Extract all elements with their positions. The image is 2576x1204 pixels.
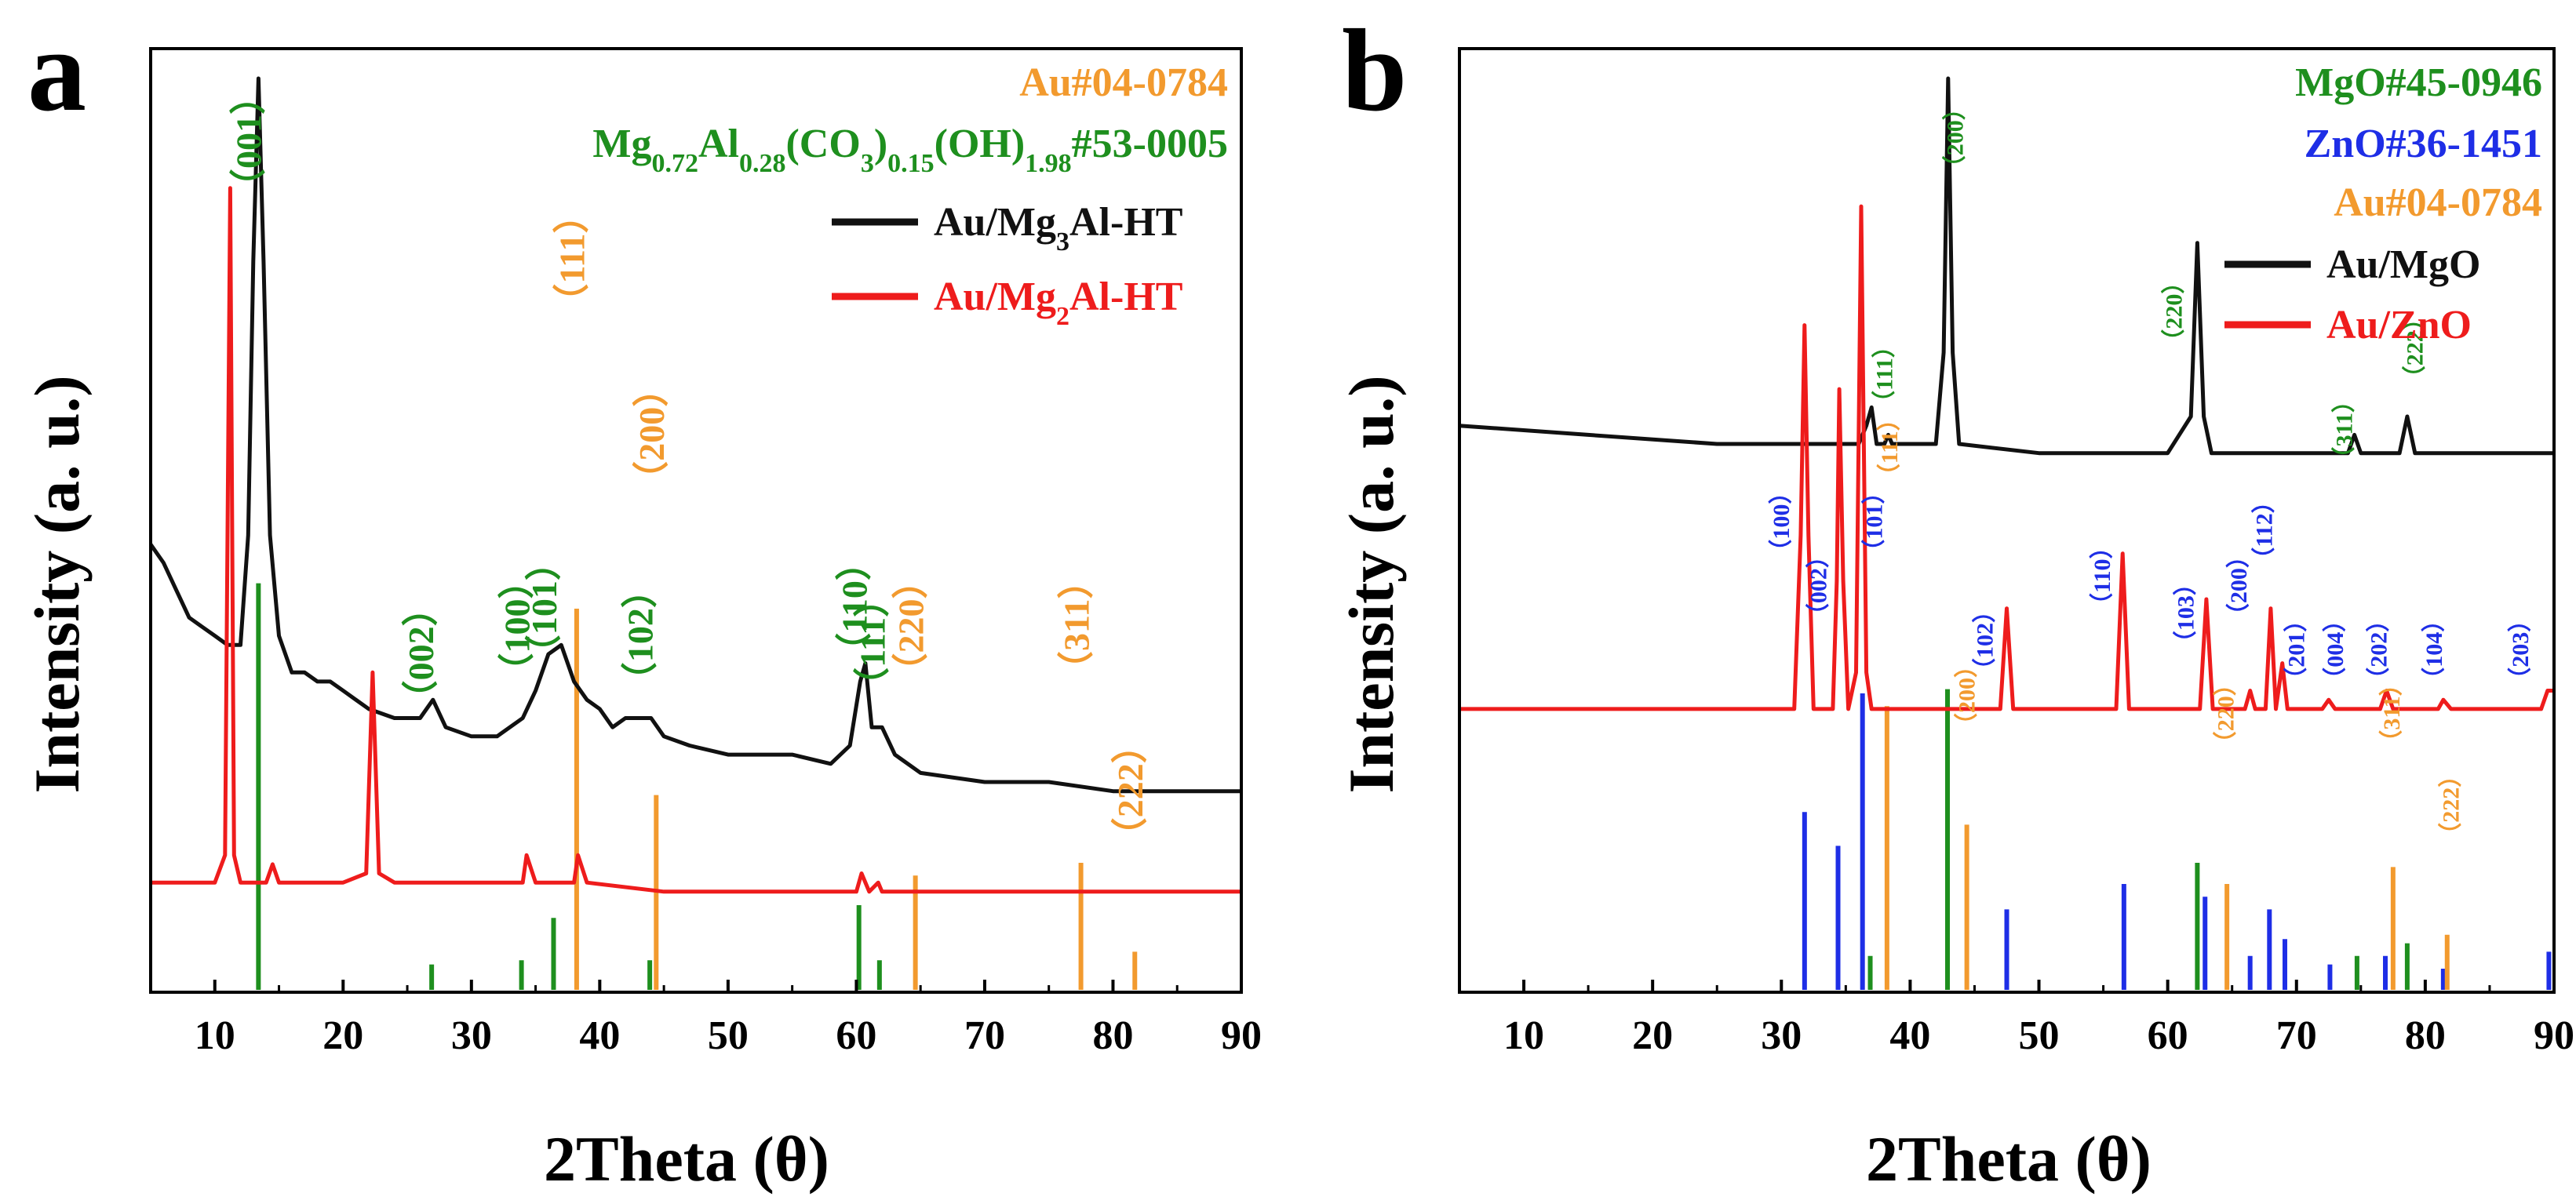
panel-a-series bbox=[148, 76, 1241, 894]
panel-a-hkl-label-2: （100） bbox=[497, 563, 537, 689]
panel-b-x-tick-label-5: 60 bbox=[2148, 1013, 2188, 1058]
panel-b-x-tick-label-0: 10 bbox=[1503, 1013, 1544, 1058]
panel-b-hkl-labels: （200） （220） （111） （311） （222） （100） （002） （101）… bbox=[1768, 96, 2534, 846]
panel-b-x-axis-title: 2Theta (θ) bbox=[1866, 1123, 2152, 1195]
panel-a-hkl-label-10: （311） bbox=[1056, 563, 1096, 687]
panel-b-hkl-label-3: （311） bbox=[2330, 389, 2357, 470]
panel-a-x-tick-label-1: 20 bbox=[322, 1013, 363, 1058]
panel-a-hkl-label-5: （110） bbox=[835, 544, 875, 668]
panel-b-hkl-label-17: （203） bbox=[2507, 609, 2534, 691]
panel-b-hkl-label-8: （102） bbox=[1971, 599, 1998, 682]
panel-a-x-tick-label-5: 60 bbox=[836, 1013, 876, 1058]
panel-b-x-tick-label-3: 40 bbox=[1889, 1013, 1930, 1058]
panel-b-x-tick-label-7: 80 bbox=[2405, 1013, 2446, 1058]
panel-b-hkl-label-1: （220） bbox=[2161, 271, 2188, 353]
panel-a-x-ticks: 10 20 30 40 50 60 70 80 90 bbox=[149, 980, 1262, 1058]
panel-b-legend-zno-reference: ZnO#36-1451 bbox=[2305, 122, 2542, 166]
panel-b-hkl-label-10: （103） bbox=[2173, 572, 2199, 654]
panel-b-hkl-label-11: （200） bbox=[2225, 544, 2252, 627]
panel-a-x-tick-label-6: 70 bbox=[964, 1013, 1005, 1058]
panel-a-letter: a bbox=[27, 5, 86, 136]
panel-b-legend-au-reference: Au#04-0784 bbox=[2334, 180, 2542, 225]
panel-b-x-tick-label-2: 30 bbox=[1761, 1013, 1802, 1058]
panel-a-x-tick-label-8: 90 bbox=[1221, 1013, 1262, 1058]
panel-a-series-1-line bbox=[151, 186, 1241, 894]
panel-b-hkl-label-13: （201） bbox=[2283, 609, 2310, 691]
panel-b-y-axis-title: Intensity (a. u.) bbox=[1335, 375, 1407, 793]
panel-a-legend-au-reference: Au#04-0784 bbox=[1019, 60, 1228, 105]
panel-a-hkl-label-3: （101） bbox=[524, 544, 564, 671]
panel-a-x-tick-label-0: 10 bbox=[195, 1013, 235, 1058]
panel-a-x-tick-label-3: 40 bbox=[579, 1013, 620, 1058]
panel-b-hkl-label-19: （200） bbox=[1954, 654, 1980, 737]
panel-a-legend-au-mg2al-ht: Au/Mg2Al-HT bbox=[934, 275, 1182, 331]
panel-b-x-tick-label-1: 20 bbox=[1632, 1013, 1673, 1058]
panel-b-letter: b bbox=[1342, 5, 1407, 136]
panel-b-hkl-label-15: （202） bbox=[2366, 609, 2392, 691]
panel-a-x-axis-title: 2Theta (θ) bbox=[544, 1123, 829, 1195]
panel-b-hkl-label-16: （104） bbox=[2421, 609, 2447, 691]
panel-b-legend-au-zno: Au/ZnO bbox=[2326, 303, 2472, 347]
panel-b-legend-au-mgo: Au/MgO bbox=[2326, 242, 2480, 287]
panel-a-chart: a Intensity (a. u.) 2Theta (θ) （001） （002… bbox=[21, 5, 1262, 1195]
panel-b-reference-lines bbox=[1802, 689, 2552, 990]
panel-b-hkl-label-12: （112） bbox=[2251, 489, 2278, 570]
panel-a-legend: Au#04-0784 Mg0.72Al0.28(CO3)0.15(OH)1.98… bbox=[592, 60, 1228, 331]
panel-a-hkl-label-1: （002） bbox=[401, 590, 441, 716]
panel-b-hkl-label-9: （110） bbox=[2089, 536, 2115, 617]
panel-a-hkl-label-11: （222） bbox=[1110, 727, 1150, 853]
panel-b-series-1-line bbox=[1459, 204, 2554, 711]
panel-a-x-tick-label-7: 80 bbox=[1092, 1013, 1133, 1058]
panel-b-hkl-label-22: （222） bbox=[2438, 764, 2465, 846]
panel-a-hkl-label-6: （111） bbox=[852, 581, 892, 704]
panel-a-plot-frame bbox=[149, 47, 1243, 994]
panel-b-x-tick-label-8: 90 bbox=[2534, 1013, 2574, 1058]
panel-a-y-axis-title: Intensity (a. u.) bbox=[21, 375, 93, 793]
panel-b-hkl-label-6: （002） bbox=[1805, 544, 1832, 627]
panel-a-hkl-label-0: （001） bbox=[229, 78, 269, 205]
panel-b-x-ticks: 10 20 30 40 50 60 70 80 90 bbox=[1458, 980, 2574, 1058]
panel-b-series bbox=[1459, 76, 2554, 711]
panel-b-hkl-label-21: （311） bbox=[2378, 672, 2405, 753]
panel-b-hkl-label-4: （222） bbox=[2402, 307, 2428, 389]
panel-b-plot-frame bbox=[1458, 47, 2556, 994]
panel-b-hkl-label-14: （004） bbox=[2322, 609, 2348, 691]
panel-a-x-tick-label-2: 30 bbox=[451, 1013, 492, 1058]
panel-a-hkl-label-4: （102） bbox=[620, 572, 660, 698]
panel-b-hkl-label-7: （101） bbox=[1860, 481, 1887, 563]
panel-b-legend: MgO#45-0946 ZnO#36-1451 Au#04-0784 Au/Mg… bbox=[2224, 60, 2542, 347]
panel-b-hkl-label-5: （100） bbox=[1768, 481, 1794, 563]
panel-b-x-tick-label-4: 50 bbox=[2019, 1013, 2060, 1058]
panel-b-legend-mgo-reference: MgO#45-0946 bbox=[2295, 60, 2542, 105]
panel-a-hkl-label-7: （111） bbox=[552, 198, 592, 320]
panel-a-legend-au-mg3al-ht: Au/Mg3Al-HT bbox=[934, 200, 1182, 256]
panel-b-x-tick-label-6: 70 bbox=[2276, 1013, 2317, 1058]
panel-a-series-0-line bbox=[148, 76, 1241, 794]
panel-b-hkl-label-18: （111） bbox=[1876, 407, 1903, 487]
panel-b-hkl-label-20: （220） bbox=[2212, 672, 2239, 755]
panel-a-x-tick-label-4: 50 bbox=[708, 1013, 749, 1058]
panel-b-chart: b Intensity (a. u.) 2Theta (θ) （200） （220… bbox=[1335, 5, 2574, 1195]
panel-b-hkl-label-0: （200） bbox=[1942, 96, 1969, 179]
panel-a-hkl-labels: （001）（002） （100）（101） （102） （110）（111）（111）… bbox=[229, 78, 1150, 853]
panel-b-hkl-label-2: （111） bbox=[1871, 334, 1897, 414]
panel-a-hkl-label-9: （220） bbox=[891, 563, 931, 689]
panel-a-legend-ldh-reference: Mg0.72Al0.28(CO3)0.15(OH)1.98#53-0005 bbox=[592, 122, 1228, 178]
panel-a-hkl-label-8: （200） bbox=[632, 371, 672, 497]
